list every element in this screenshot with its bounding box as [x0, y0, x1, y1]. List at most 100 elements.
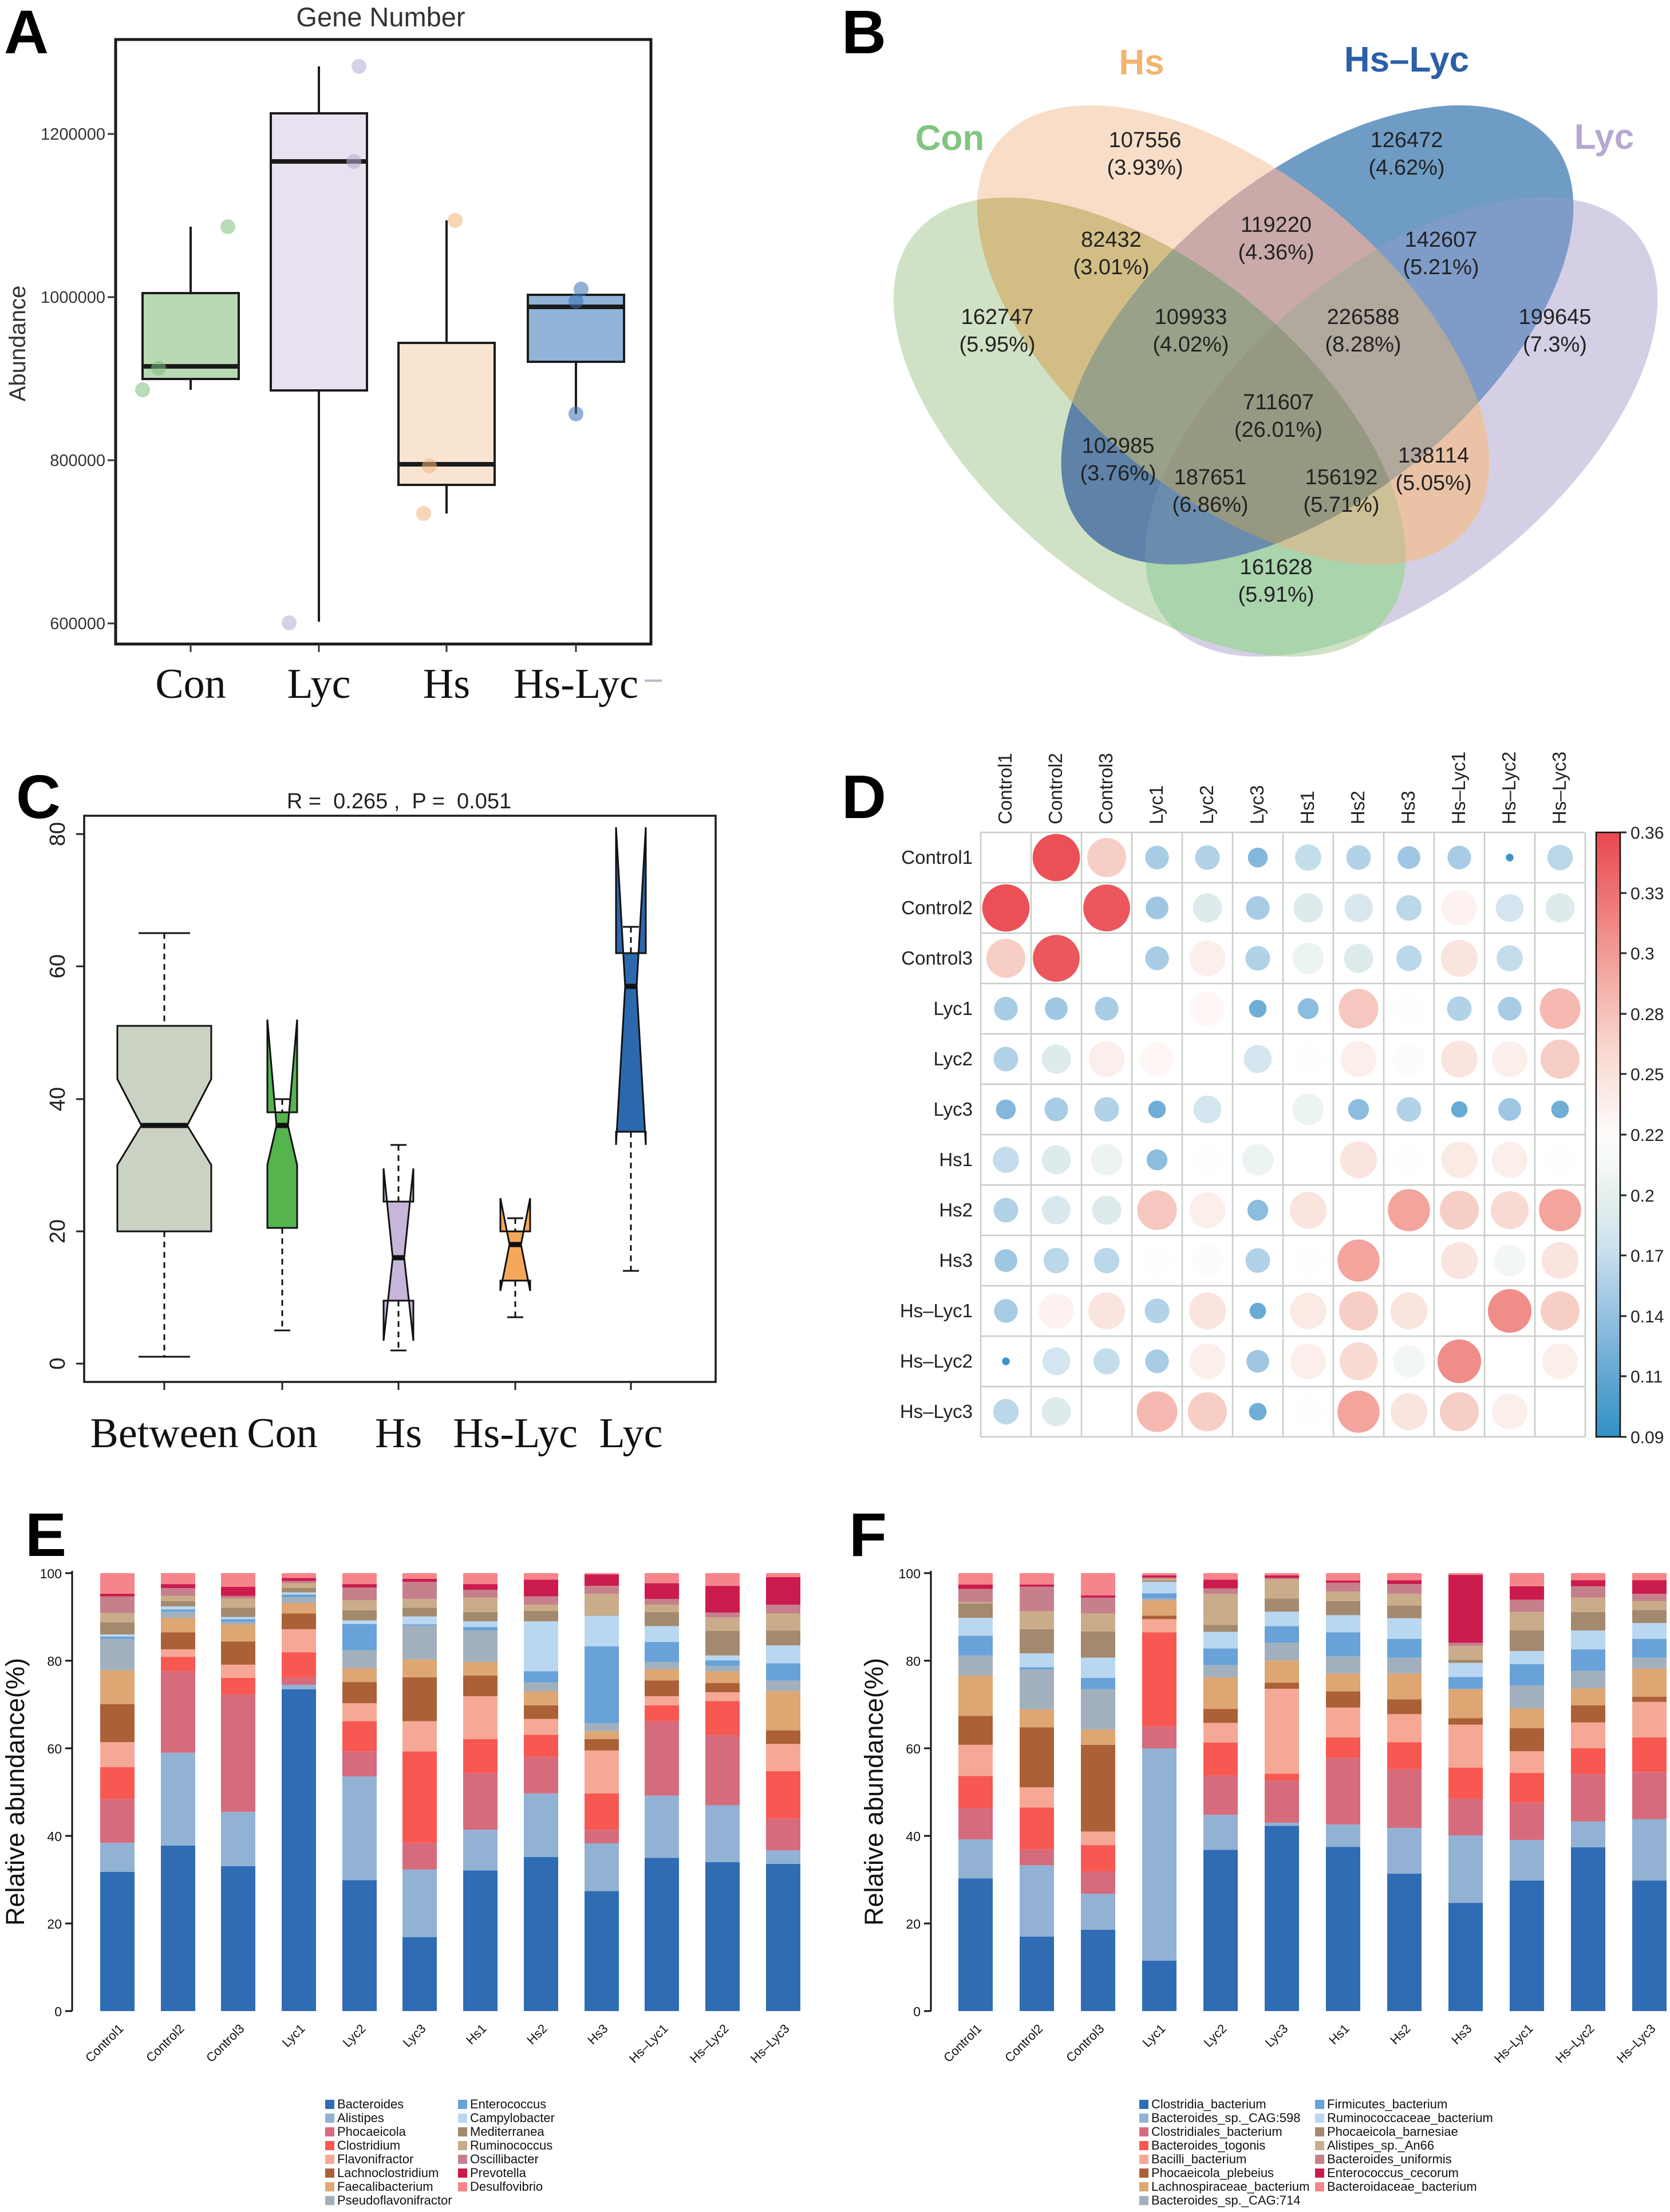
- svg-text:Control2: Control2: [1045, 753, 1066, 824]
- svg-text:0.11: 0.11: [1630, 1368, 1663, 1387]
- svg-text:Faecalibacterium: Faecalibacterium: [337, 2179, 433, 2194]
- svg-text:109933: 109933: [1155, 305, 1227, 329]
- svg-text:(7.3%): (7.3%): [1523, 333, 1587, 357]
- svg-text:20: 20: [46, 1219, 70, 1243]
- svg-text:Ruminococcaceae_bacterium: Ruminococcaceae_bacterium: [1327, 2111, 1493, 2125]
- svg-text:Clostridium: Clostridium: [337, 2138, 400, 2152]
- svg-text:Con: Con: [155, 661, 226, 708]
- svg-text:Hs-Lyc: Hs-Lyc: [453, 1410, 578, 1457]
- svg-text:Control2: Control2: [901, 897, 973, 918]
- svg-text:C: C: [16, 762, 61, 831]
- svg-text:60: 60: [47, 1741, 62, 1756]
- svg-text:0.17: 0.17: [1630, 1247, 1664, 1266]
- svg-text:1000000: 1000000: [41, 289, 105, 307]
- svg-text:0.09: 0.09: [1630, 1428, 1664, 1447]
- svg-text:Hs–Lyc2: Hs–Lyc2: [900, 1350, 973, 1372]
- svg-text:A: A: [4, 0, 49, 66]
- svg-text:800000: 800000: [50, 452, 105, 470]
- svg-text:Lyc1: Lyc1: [934, 998, 973, 1019]
- svg-text:Hs2: Hs2: [939, 1199, 973, 1220]
- svg-text:Hs–Lyc1: Hs–Lyc1: [1448, 752, 1469, 824]
- svg-text:Alistipes_sp._An66: Alistipes_sp._An66: [1327, 2138, 1434, 2152]
- svg-text:102985: 102985: [1082, 434, 1155, 458]
- svg-text:Con: Con: [915, 118, 985, 158]
- svg-text:Desulfovibrio: Desulfovibrio: [470, 2179, 543, 2194]
- svg-text:Relative abundance(%): Relative abundance(%): [859, 1658, 889, 1926]
- svg-text:Clostridia_bacterium: Clostridia_bacterium: [1151, 2097, 1266, 2111]
- svg-text:Oscillibacter: Oscillibacter: [470, 2152, 539, 2166]
- svg-text:Hs: Hs: [375, 1410, 422, 1457]
- svg-text:Hs: Hs: [1119, 43, 1164, 82]
- svg-text:0.33: 0.33: [1630, 884, 1664, 903]
- svg-text:Control1: Control1: [994, 753, 1016, 824]
- svg-text:161628: 161628: [1240, 555, 1313, 579]
- svg-text:F: F: [849, 1500, 887, 1569]
- svg-text:20: 20: [47, 1917, 62, 1931]
- svg-text:126472: 126472: [1371, 128, 1443, 152]
- svg-text:226588: 226588: [1327, 305, 1400, 329]
- svg-text:100: 100: [40, 1566, 62, 1581]
- svg-text:(5.91%): (5.91%): [1238, 583, 1314, 607]
- svg-text:Lyc3: Lyc3: [1246, 785, 1268, 824]
- svg-text:Ruminococcus: Ruminococcus: [470, 2138, 552, 2152]
- svg-text:0: 0: [913, 2004, 921, 2019]
- svg-text:0: 0: [54, 2004, 62, 2019]
- svg-text:1200000: 1200000: [41, 125, 105, 144]
- svg-text:0.25: 0.25: [1630, 1065, 1664, 1084]
- svg-text:20: 20: [906, 1917, 921, 1931]
- svg-text:0.36: 0.36: [1630, 824, 1664, 843]
- svg-text:Control3: Control3: [901, 947, 973, 969]
- svg-text:Bacilli_bacterium: Bacilli_bacterium: [1151, 2152, 1246, 2166]
- svg-text:Control3: Control3: [1095, 753, 1116, 824]
- svg-text:187651: 187651: [1174, 465, 1247, 489]
- svg-text:Mediterranea: Mediterranea: [470, 2124, 544, 2139]
- svg-text:Firmicutes_bacterium: Firmicutes_bacterium: [1327, 2097, 1447, 2111]
- svg-text:B: B: [842, 0, 886, 66]
- svg-text:Pseudoflavonifractor: Pseudoflavonifractor: [337, 2193, 452, 2207]
- svg-text:R = 0.265 , P = 0.051: R = 0.265 , P = 0.051: [287, 789, 511, 813]
- svg-text:Phocaeicola_barnesiae: Phocaeicola_barnesiae: [1327, 2124, 1458, 2139]
- svg-text:Between: Between: [90, 1410, 239, 1457]
- svg-text:(6.86%): (6.86%): [1172, 493, 1248, 517]
- svg-text:Hs: Hs: [423, 661, 470, 708]
- svg-text:Lyc1: Lyc1: [1146, 785, 1167, 824]
- svg-text:Enterococcus: Enterococcus: [470, 2097, 546, 2111]
- svg-text:Relative abundance(%): Relative abundance(%): [1, 1658, 30, 1926]
- svg-text:Hs3: Hs3: [1397, 791, 1419, 824]
- svg-text:119220: 119220: [1241, 213, 1312, 237]
- svg-text:Lyc: Lyc: [287, 661, 351, 708]
- svg-text:156192: 156192: [1305, 465, 1378, 489]
- svg-text:Control1: Control1: [901, 847, 973, 868]
- svg-text:Enterococcus_cecorum: Enterococcus_cecorum: [1327, 2166, 1459, 2180]
- svg-text:Lyc2: Lyc2: [1196, 785, 1217, 824]
- svg-text:Lachnoclostridium: Lachnoclostridium: [337, 2166, 439, 2180]
- svg-text:(5.95%): (5.95%): [959, 333, 1035, 357]
- svg-text:Bacteroides_sp._CAG:598: Bacteroides_sp._CAG:598: [1151, 2111, 1301, 2125]
- svg-text:(4.02%): (4.02%): [1152, 333, 1229, 357]
- svg-text:0: 0: [46, 1357, 70, 1369]
- svg-text:(5.05%): (5.05%): [1395, 471, 1471, 495]
- svg-text:Lyc: Lyc: [599, 1410, 663, 1457]
- svg-text:80: 80: [46, 822, 70, 846]
- svg-text:711607: 711607: [1243, 390, 1314, 414]
- svg-text:Flavonifractor: Flavonifractor: [337, 2152, 413, 2166]
- svg-text:Clostridiales_bacterium: Clostridiales_bacterium: [1151, 2124, 1282, 2139]
- svg-text:Campylobacter: Campylobacter: [470, 2111, 555, 2125]
- svg-text:Hs–Lyc3: Hs–Lyc3: [900, 1401, 973, 1422]
- svg-text:0.28: 0.28: [1630, 1005, 1664, 1024]
- svg-text:40: 40: [906, 1829, 921, 1844]
- svg-text:199645: 199645: [1519, 305, 1592, 329]
- svg-text:(8.28%): (8.28%): [1325, 333, 1401, 357]
- svg-text:Prevotella: Prevotella: [470, 2166, 527, 2180]
- svg-text:Bacteroides_sp._CAG:714: Bacteroides_sp._CAG:714: [1151, 2193, 1301, 2207]
- svg-text:Lyc: Lyc: [1574, 117, 1635, 157]
- svg-text:(4.62%): (4.62%): [1368, 156, 1444, 180]
- svg-text:60: 60: [46, 954, 70, 978]
- svg-text:(3.76%): (3.76%): [1080, 461, 1156, 485]
- svg-text:Bacteroides_togonis: Bacteroides_togonis: [1151, 2138, 1265, 2152]
- svg-text:(5.21%): (5.21%): [1403, 255, 1479, 279]
- svg-text:0.22: 0.22: [1630, 1126, 1664, 1145]
- svg-text:60: 60: [906, 1741, 921, 1756]
- svg-text:Phocaeicola_plebeius: Phocaeicola_plebeius: [1151, 2166, 1274, 2180]
- svg-text:138114: 138114: [1398, 444, 1469, 468]
